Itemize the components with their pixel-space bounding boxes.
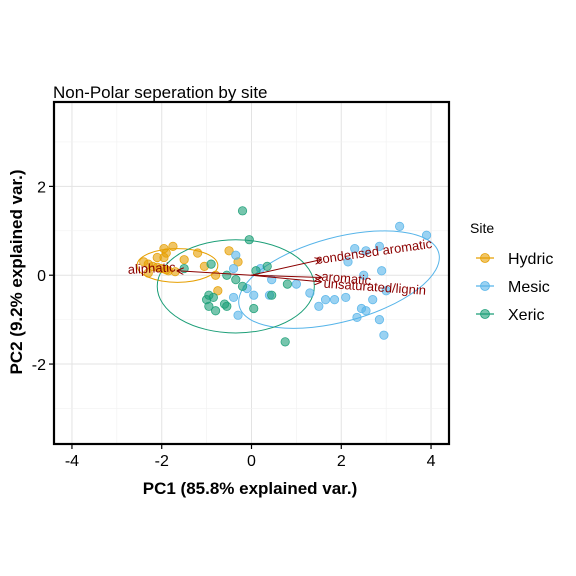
legend-key-mesic — [480, 281, 490, 291]
point-xeric — [206, 259, 216, 269]
point-xeric — [222, 270, 232, 280]
point-hydric — [193, 248, 203, 258]
loading-arrow — [177, 271, 252, 276]
legend: Site Hydric Mesic Xeric — [470, 220, 553, 324]
point-mesic — [379, 330, 389, 340]
legend-label: Hydric — [508, 251, 553, 268]
point-hydric — [168, 241, 178, 251]
point-hydric — [143, 268, 153, 278]
point-mesic — [228, 292, 239, 303]
point-hydric — [159, 252, 169, 263]
point-mesic — [249, 290, 259, 300]
point-mesic — [233, 310, 243, 320]
point-xeric — [282, 279, 293, 289]
x-axis-label: PC1 (85.8% explained var.) — [143, 479, 358, 498]
point-mesic — [305, 288, 315, 298]
point-xeric — [237, 206, 248, 216]
point-mesic — [341, 292, 351, 303]
point-mesic — [228, 263, 239, 274]
point-mesic — [381, 286, 391, 296]
point-mesic — [291, 279, 301, 289]
point-mesic — [361, 246, 371, 256]
loading-arrow — [251, 260, 322, 276]
ellipse-xeric — [156, 239, 315, 334]
point-mesic — [359, 270, 369, 280]
x-tick-label: 4 — [427, 453, 436, 470]
point-xeric — [267, 290, 277, 300]
point-xeric — [262, 261, 272, 271]
loading-arrow — [251, 274, 322, 282]
legend-key-xeric — [480, 309, 490, 319]
point-hydric — [210, 270, 221, 280]
x-tick-label: -2 — [155, 453, 169, 470]
point-mesic — [368, 295, 378, 305]
legend-label: Xeric — [508, 307, 544, 324]
point-mesic — [231, 250, 241, 260]
point-mesic — [343, 257, 353, 267]
point-mesic — [361, 306, 371, 316]
point-mesic — [374, 241, 385, 251]
y-axis-label: PC2 (9.2% explained var.) — [7, 169, 26, 374]
point-xeric — [231, 275, 241, 285]
legend-key-hydric — [480, 253, 490, 263]
loading-label: aliphatic — [127, 259, 176, 277]
point-mesic — [329, 295, 340, 305]
y-tick-label: -2 — [32, 357, 46, 374]
y-tick-label: 2 — [37, 179, 46, 196]
point-mesic — [350, 243, 360, 254]
point-xeric — [280, 337, 290, 347]
point-xeric — [210, 306, 221, 316]
chart-title: Non-Polar seperation by site — [53, 83, 268, 102]
point-xeric — [222, 301, 232, 311]
loading-arrow — [251, 275, 322, 277]
legend-title: Site — [470, 220, 494, 236]
ellipse-mesic — [238, 230, 440, 329]
point-xeric — [204, 301, 214, 311]
loading-label: aromatic — [321, 269, 372, 288]
y-tick-label: 0 — [37, 268, 46, 285]
point-xeric — [244, 235, 254, 245]
loading-label: unsaturated/lignin — [323, 276, 426, 298]
ellipse-hydric — [136, 248, 219, 283]
point-xeric — [237, 281, 248, 291]
point-hydric — [213, 286, 223, 296]
point-mesic — [395, 221, 405, 231]
point-mesic — [374, 315, 385, 325]
point-mesic — [377, 266, 387, 276]
point-hydric — [224, 246, 234, 256]
point-mesic — [314, 301, 324, 311]
point-mesic — [421, 230, 432, 240]
x-tick-label: 0 — [247, 453, 256, 470]
point-mesic — [352, 312, 362, 323]
x-tick-label: -4 — [65, 453, 79, 470]
loading-label: condensed aromatic — [315, 236, 434, 267]
plot-panel: aliphatic condensed aromatic aromaticunsat… — [52, 100, 451, 446]
legend-label: Mesic — [508, 279, 550, 296]
x-tick-label: 2 — [337, 453, 346, 470]
point-mesic — [320, 295, 331, 305]
point-hydric — [179, 255, 189, 265]
point-xeric — [249, 303, 259, 314]
